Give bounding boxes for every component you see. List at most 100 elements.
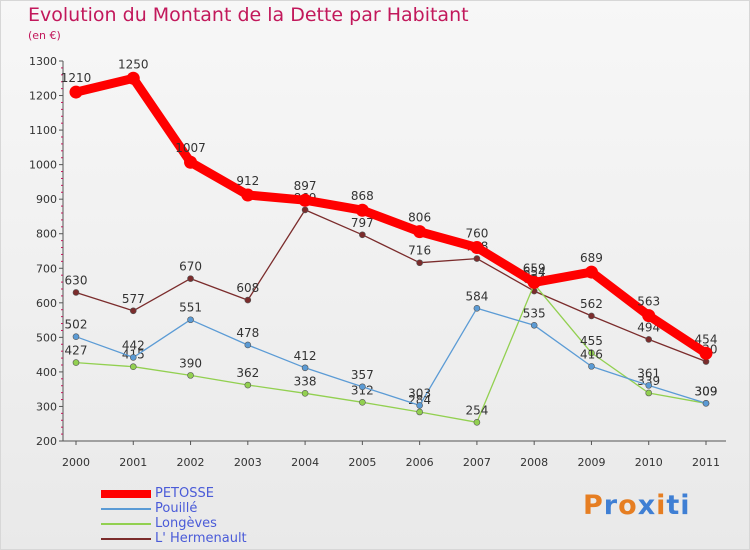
- data-label: 897: [294, 179, 317, 193]
- data-label: 427: [65, 344, 88, 358]
- y-tick-label: 700: [36, 262, 57, 275]
- data-point: [187, 372, 194, 379]
- data-label: 502: [65, 318, 88, 332]
- y-tick-label: 500: [36, 331, 57, 344]
- data-point: [416, 259, 423, 267]
- legend-label: Pouillé: [155, 501, 198, 516]
- legend-swatch: [101, 538, 151, 540]
- data-label: 608: [236, 281, 259, 295]
- legend-item: Longèves: [101, 516, 301, 532]
- data-label: 339: [637, 374, 660, 388]
- data-point: [359, 399, 366, 406]
- x-tick-label: 2006: [406, 456, 434, 469]
- data-point: [642, 309, 656, 323]
- logo-letter: P: [583, 490, 604, 521]
- series-line: [75, 307, 707, 407]
- data-label: 412: [294, 349, 317, 363]
- data-point: [184, 155, 198, 169]
- legend-label: L' Hermenault: [155, 531, 247, 546]
- data-point: [355, 203, 369, 217]
- data-label: 563: [637, 295, 660, 309]
- data-point: [359, 383, 366, 391]
- legend-swatch: [101, 490, 151, 498]
- data-point: [473, 255, 481, 262]
- data-label: 659: [523, 261, 546, 275]
- data-point: [244, 341, 252, 349]
- legend-item: Pouillé: [101, 501, 301, 517]
- x-tick-label: 2004: [291, 456, 319, 469]
- data-label: 454: [695, 332, 718, 346]
- data-point: [645, 389, 653, 397]
- data-label: 478: [236, 326, 259, 340]
- data-point: [129, 307, 137, 315]
- data-point: [301, 390, 309, 397]
- data-label: 577: [122, 292, 145, 306]
- data-point: [298, 193, 312, 207]
- x-tick-label: 2000: [62, 456, 90, 469]
- data-label: 390: [179, 356, 202, 370]
- y-tick-label: 200: [36, 435, 57, 448]
- data-label: 1250: [118, 57, 149, 71]
- series-1: 502 442 551 478 412 357 303 584 535 416 361 309: [65, 289, 718, 409]
- x-tick-label: 2002: [177, 456, 205, 469]
- x-tick-label: 2003: [234, 456, 262, 469]
- logo-letter: x: [637, 490, 657, 521]
- data-label: 442: [122, 338, 145, 352]
- data-point: [359, 231, 366, 239]
- series-line: [75, 283, 707, 423]
- y-tick-label: 1200: [29, 90, 57, 103]
- data-point: [699, 346, 713, 360]
- series-0: 1210 1250 1007 912 897 868 806 760 659 689 563 454: [61, 57, 718, 360]
- data-point: [588, 349, 595, 357]
- data-label: 309: [695, 384, 718, 398]
- data-label: 716: [408, 244, 431, 258]
- y-tick-label: 800: [36, 228, 57, 241]
- data-label: 362: [236, 366, 259, 380]
- data-point: [244, 296, 252, 304]
- legend-item: PETOSSE: [101, 486, 301, 502]
- data-label: 338: [294, 374, 317, 388]
- data-point: [470, 241, 484, 255]
- data-point: [126, 71, 140, 85]
- data-point: [702, 400, 710, 407]
- legend-swatch: [101, 508, 151, 510]
- data-label: 551: [179, 301, 202, 315]
- data-label: 584: [465, 289, 488, 303]
- logo-letter: r: [603, 490, 619, 521]
- y-tick-label: 600: [36, 297, 57, 310]
- data-point: [413, 225, 427, 239]
- data-label: 912: [236, 174, 259, 188]
- data-point: [416, 408, 423, 416]
- data-label: 562: [580, 297, 603, 311]
- data-label: 309: [695, 384, 718, 398]
- data-point: [645, 336, 653, 343]
- logo-letter: ti: [666, 490, 691, 521]
- data-point: [244, 381, 252, 389]
- data-point: [187, 316, 194, 324]
- data-point: [473, 305, 481, 312]
- y-tick-label: 1300: [29, 55, 57, 68]
- data-label: 361: [637, 366, 660, 380]
- data-label: 760: [465, 227, 488, 241]
- x-tick-label: 2001: [119, 456, 147, 469]
- data-point: [584, 265, 598, 279]
- data-point: [416, 402, 423, 409]
- proxiti-logo: Proxiti: [583, 490, 691, 521]
- x-tick-label: 2005: [348, 456, 376, 469]
- data-point: [527, 275, 541, 289]
- series-line: [71, 73, 711, 358]
- series-line: [75, 209, 707, 363]
- y-tick-label: 900: [36, 193, 57, 206]
- data-point: [187, 275, 194, 282]
- data-label: 806: [408, 211, 431, 225]
- legend-item: L' Hermenault: [101, 531, 301, 547]
- y-tick-label: 1100: [29, 124, 57, 137]
- logo-letter: i: [656, 490, 667, 521]
- x-tick-label: 2011: [692, 456, 720, 469]
- data-label: 254: [465, 403, 488, 417]
- data-label: 670: [179, 260, 202, 274]
- x-tick-label: 2008: [520, 456, 548, 469]
- data-label: 689: [580, 251, 603, 265]
- x-tick-label: 2009: [577, 456, 605, 469]
